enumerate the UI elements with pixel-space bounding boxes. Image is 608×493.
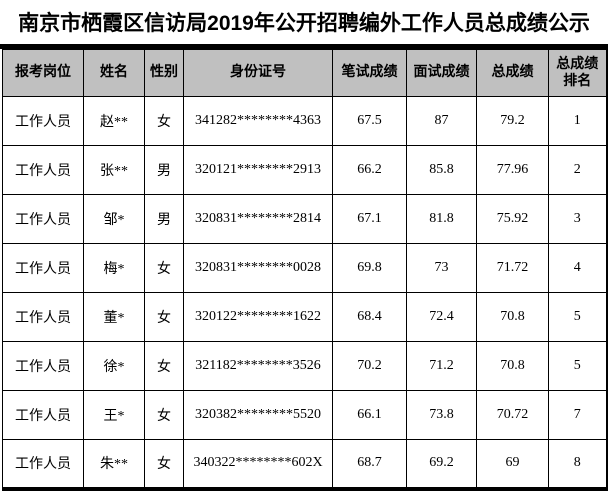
cell-written_score: 68.7 [332, 439, 407, 489]
title-bar: 南京市栖霞区信访局2019年公开招聘编外工作人员总成绩公示 [0, 0, 608, 44]
cell-position: 工作人员 [2, 96, 84, 146]
cell-id_number: 320382********5520 [183, 390, 333, 440]
cell-gender: 女 [144, 390, 184, 440]
col-header-position: 报考岗位 [2, 49, 84, 97]
cell-name: 邹* [83, 194, 145, 244]
table-row: 工作人员 赵** 女 341282********4363 67.5 87 79.2 1 [2, 96, 607, 146]
cell-name: 赵** [83, 96, 145, 146]
cell-rank: 8 [548, 439, 607, 489]
cell-total_score: 77.96 [476, 145, 549, 195]
table-row: 工作人员 梅* 女 320831********0028 69.8 73 71.72 4 [2, 243, 607, 293]
table-row: 工作人员 邹* 男 320831********2814 67.1 81.8 75.92 3 [2, 194, 607, 244]
cell-total_score: 71.72 [476, 243, 549, 293]
cell-name: 徐* [83, 341, 145, 391]
cell-gender: 女 [144, 341, 184, 391]
cell-rank: 5 [548, 341, 607, 391]
cell-position: 工作人员 [2, 341, 84, 391]
cell-interview_score: 71.2 [406, 341, 477, 391]
col-header-rank-line1: 总成绩 [556, 56, 599, 72]
cell-id_number: 320121********2913 [183, 145, 333, 195]
cell-position: 工作人员 [2, 439, 84, 489]
cell-total_score: 70.72 [476, 390, 549, 440]
header-row: 报考岗位 姓名 性别 身份证号 笔试成绩 面试成绩 总成绩 总成绩 排名 [2, 49, 607, 97]
cell-written_score: 68.4 [332, 292, 407, 342]
cell-rank: 4 [548, 243, 607, 293]
results-table-body: 工作人员 赵** 女 341282********4363 67.5 87 79.2 1 工作人… [2, 96, 607, 489]
cell-name: 董* [83, 292, 145, 342]
col-header-name: 姓名 [83, 49, 145, 97]
cell-name: 张** [83, 145, 145, 195]
cell-interview_score: 72.4 [406, 292, 477, 342]
cell-id_number: 320122********1622 [183, 292, 333, 342]
cell-rank: 7 [548, 390, 607, 440]
cell-position: 工作人员 [2, 292, 84, 342]
cell-rank: 5 [548, 292, 607, 342]
col-header-id-number: 身份证号 [183, 49, 333, 97]
cell-interview_score: 73 [406, 243, 477, 293]
cell-rank: 2 [548, 145, 607, 195]
cell-name: 梅* [83, 243, 145, 293]
cell-id_number: 321182********3526 [183, 341, 333, 391]
cell-total_score: 79.2 [476, 96, 549, 146]
cell-interview_score: 87 [406, 96, 477, 146]
cell-id_number: 341282********4363 [183, 96, 333, 146]
results-table: 报考岗位 姓名 性别 身份证号 笔试成绩 面试成绩 总成绩 总成绩 排名 工作人员… [2, 49, 608, 491]
cell-written_score: 66.2 [332, 145, 407, 195]
cell-position: 工作人员 [2, 194, 84, 244]
cell-name: 朱** [83, 439, 145, 489]
cell-id_number: 320831********0028 [183, 243, 333, 293]
cell-written_score: 66.1 [332, 390, 407, 440]
table-row: 工作人员 王* 女 320382********5520 66.1 73.8 70.72 7 [2, 390, 607, 440]
cell-interview_score: 81.8 [406, 194, 477, 244]
table-row: 工作人员 董* 女 320122********1622 68.4 72.4 70.8 5 [2, 292, 607, 342]
cell-interview_score: 69.2 [406, 439, 477, 489]
table-row: 工作人员 张** 男 320121********2913 66.2 85.8 77.96 2 [2, 145, 607, 195]
cell-written_score: 70.2 [332, 341, 407, 391]
table-row: 工作人员 朱** 女 340322********602X 68.7 69.2 69 8 [2, 439, 607, 489]
cell-gender: 女 [144, 292, 184, 342]
col-header-rank: 总成绩 排名 [548, 49, 607, 97]
col-header-rank-line2: 排名 [563, 74, 592, 89]
cell-id_number: 320831********2814 [183, 194, 333, 244]
col-header-gender: 性别 [144, 49, 184, 97]
col-header-total-score: 总成绩 [476, 49, 549, 97]
cell-gender: 男 [144, 194, 184, 244]
cell-position: 工作人员 [2, 243, 84, 293]
cell-rank: 3 [548, 194, 607, 244]
cell-total_score: 70.8 [476, 341, 549, 391]
cell-total_score: 69 [476, 439, 549, 489]
cell-position: 工作人员 [2, 390, 84, 440]
cell-written_score: 67.5 [332, 96, 407, 146]
col-header-written-score: 笔试成绩 [332, 49, 407, 97]
cell-total_score: 75.92 [476, 194, 549, 244]
cell-gender: 女 [144, 243, 184, 293]
col-header-interview-score: 面试成绩 [406, 49, 477, 97]
results-table-header: 报考岗位 姓名 性别 身份证号 笔试成绩 面试成绩 总成绩 总成绩 排名 [2, 49, 607, 97]
page-title: 南京市栖霞区信访局2019年公开招聘编外工作人员总成绩公示 [18, 12, 590, 35]
cell-written_score: 67.1 [332, 194, 407, 244]
cell-gender: 男 [144, 145, 184, 195]
cell-name: 王* [83, 390, 145, 440]
cell-interview_score: 85.8 [406, 145, 477, 195]
table-row: 工作人员 徐* 女 321182********3526 70.2 71.2 70.8 5 [2, 341, 607, 391]
cell-id_number: 340322********602X [183, 439, 333, 489]
cell-total_score: 70.8 [476, 292, 549, 342]
cell-interview_score: 73.8 [406, 390, 477, 440]
cell-rank: 1 [548, 96, 607, 146]
title-divider [0, 44, 608, 49]
cell-position: 工作人员 [2, 145, 84, 195]
cell-gender: 女 [144, 439, 184, 489]
cell-gender: 女 [144, 96, 184, 146]
cell-written_score: 69.8 [332, 243, 407, 293]
